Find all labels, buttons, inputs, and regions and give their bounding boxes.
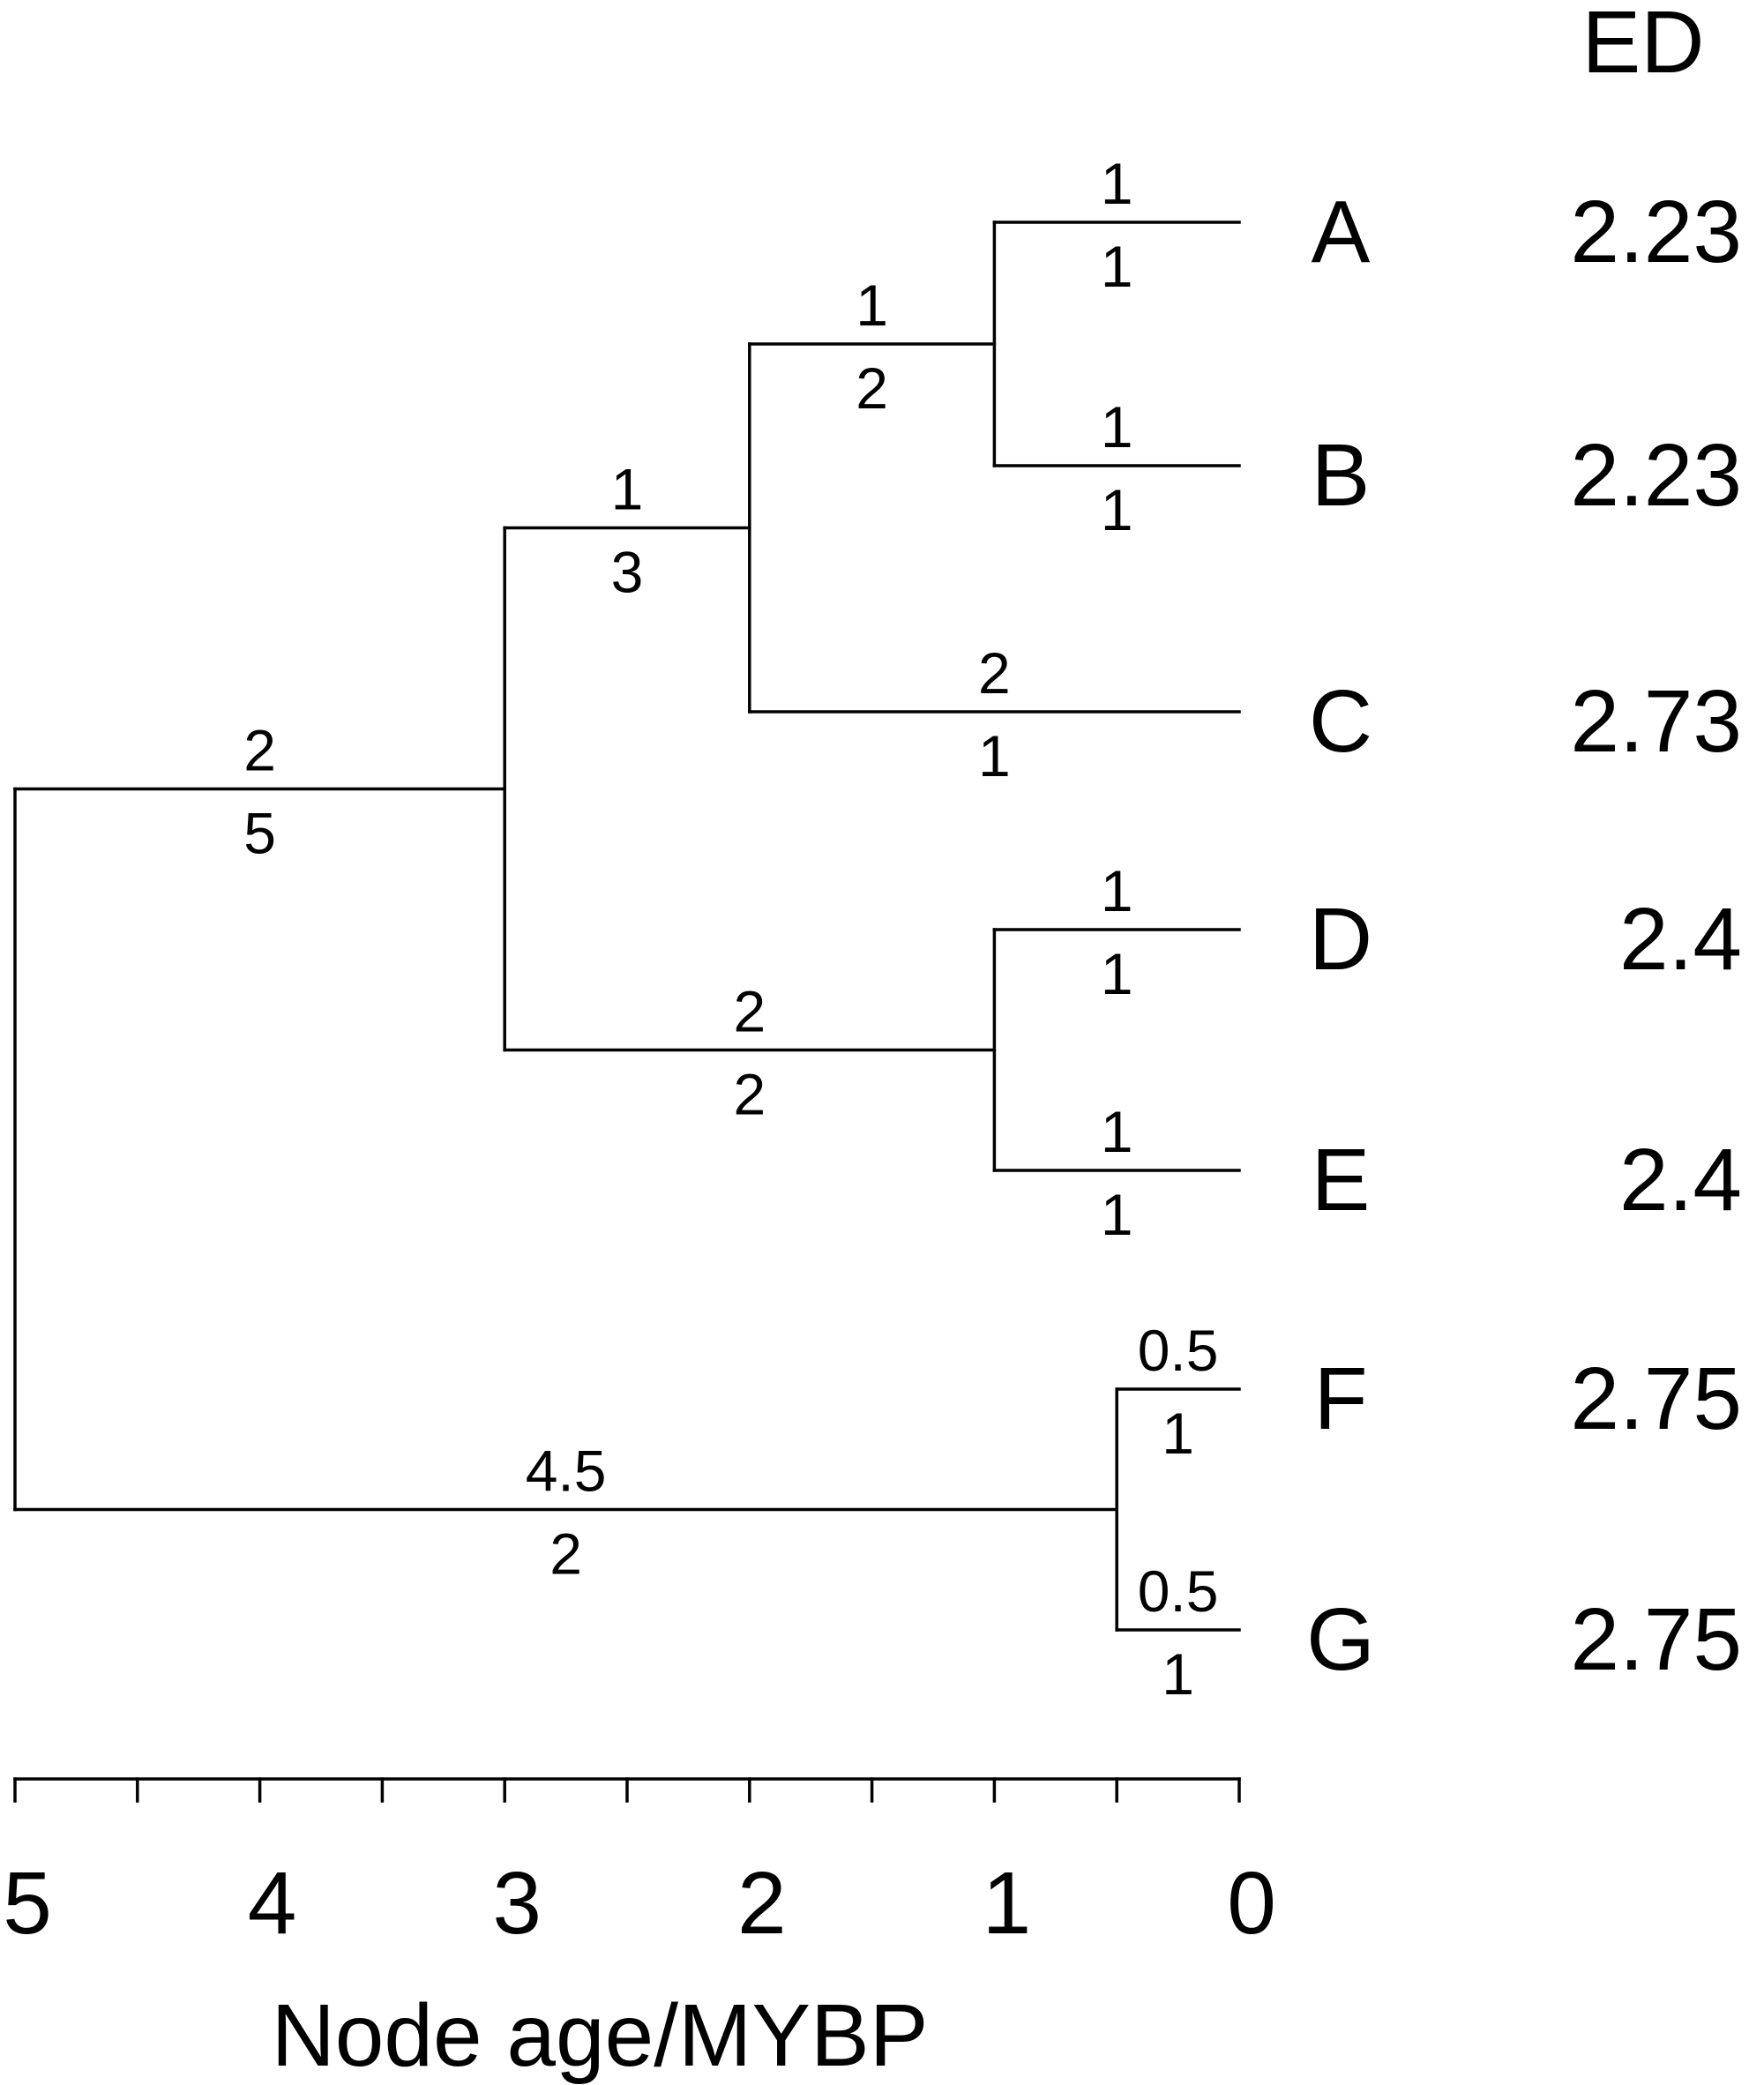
branch-label-top-fg-g: 0.5 (1138, 1558, 1219, 1624)
branch-label-bottom-abc-ab: 2 (856, 355, 888, 421)
branch-label-bottom-fg-f: 1 (1162, 1401, 1194, 1466)
branch-label-bottom-de-e: 1 (1101, 1182, 1133, 1247)
branch-label-top-root-fg: 4.5 (526, 1439, 607, 1504)
tip-label-d: D (1309, 890, 1372, 989)
branch-label-bottom-abc-c: 1 (978, 723, 1011, 788)
axis-tick-label-2: 2 (737, 1854, 787, 1953)
tip-label-a: A (1312, 183, 1371, 281)
branch-label-bottom-root-abcde: 5 (243, 801, 276, 866)
branch-label-top-de-d: 1 (1101, 858, 1133, 923)
branch-label-top-abcde-de: 2 (733, 979, 766, 1044)
branch-label-bottom-abcde-de: 2 (733, 1062, 766, 1127)
ed-value-b: 2.23 (1570, 426, 1742, 525)
branch-label-bottom-de-d: 1 (1101, 941, 1133, 1006)
tree-branches (13, 220, 1241, 1632)
ed-value-d: 2.4 (1619, 890, 1742, 989)
branch-label-top-ab-a: 1 (1101, 151, 1133, 216)
tip-label-c: C (1309, 672, 1372, 771)
tip-label-f: F (1313, 1349, 1367, 1448)
axis-title: Node age/MYBP (272, 1986, 929, 2085)
ed-value-c: 2.73 (1570, 672, 1742, 771)
branch-label-top-de-e: 1 (1101, 1099, 1133, 1164)
axis-tick-label-4: 4 (248, 1854, 297, 1953)
axis-tick-label-5: 5 (3, 1854, 52, 1953)
ed-value-g: 2.75 (1570, 1590, 1742, 1689)
branch-label-bottom-ab-b: 1 (1101, 477, 1133, 542)
branch-label-top-ab-b: 1 (1101, 394, 1133, 460)
time-axis: Node age/MYBP 5 4 3 2 1 0 (3, 1777, 1276, 2085)
branch-label-top-abc-c: 2 (978, 640, 1011, 706)
ed-column: ED 2.23 2.23 2.73 2.4 2.4 2.75 2.75 (1570, 0, 1742, 1689)
tip-label-e: E (1312, 1131, 1371, 1229)
branch-label-bottom-root-fg: 2 (549, 1521, 582, 1587)
branch-label-top-root-abcde: 2 (243, 718, 276, 783)
tip-label-g: G (1306, 1590, 1375, 1689)
axis-tick-label-3: 3 (492, 1854, 542, 1953)
branch-label-bottom-abcde-abc: 3 (611, 540, 644, 605)
ed-value-e: 2.4 (1619, 1131, 1742, 1229)
axis-tick-label-0: 0 (1227, 1854, 1276, 1953)
axis-tick-label-1: 1 (983, 1854, 1032, 1953)
branch-label-top-abcde-abc: 1 (611, 457, 644, 522)
tip-labels: A B C D E F G (1306, 183, 1375, 1689)
ed-header: ED (1582, 0, 1705, 92)
branch-label-top-abc-ab: 1 (856, 273, 888, 338)
ed-value-a: 2.23 (1570, 183, 1742, 281)
branch-label-bottom-ab-a: 1 (1101, 234, 1133, 299)
branch-labels: 2 5 4.5 2 1 3 2 2 1 2 2 1 1 1 1 1 1 1 1 1 0.5 1 0.5 1 (243, 151, 1218, 1707)
branch-label-bottom-fg-g: 1 (1162, 1641, 1194, 1707)
branch-label-top-fg-f: 0.5 (1138, 1318, 1219, 1383)
tip-label-b: B (1312, 426, 1371, 525)
ed-value-f: 2.75 (1570, 1349, 1742, 1448)
